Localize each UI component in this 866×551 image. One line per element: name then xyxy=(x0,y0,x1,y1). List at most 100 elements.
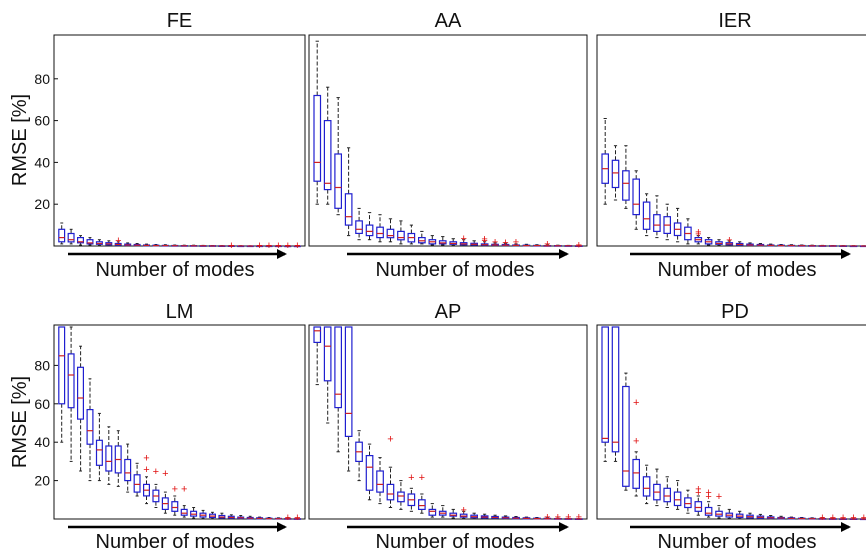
panel-ap: AP + + + + + + + + Number of modes xyxy=(308,301,588,551)
box: + xyxy=(171,483,179,516)
box: + xyxy=(293,240,301,252)
box xyxy=(438,505,447,518)
box xyxy=(407,224,416,245)
box xyxy=(818,244,827,247)
box xyxy=(180,244,188,247)
y-tick-label: 80 xyxy=(34,71,50,87)
box: + xyxy=(725,234,734,246)
box xyxy=(143,243,151,247)
box xyxy=(218,245,226,248)
outlier-marker: + xyxy=(294,240,300,252)
box xyxy=(704,237,713,246)
box: + xyxy=(386,433,395,508)
box xyxy=(684,489,692,514)
box xyxy=(501,515,510,520)
box: + xyxy=(543,512,552,524)
plot-frame xyxy=(596,324,866,520)
box-iqr xyxy=(632,178,641,216)
box xyxy=(808,244,816,247)
outlier-marker: + xyxy=(256,240,262,252)
box xyxy=(828,245,837,247)
box: + xyxy=(459,233,468,247)
box xyxy=(76,235,84,246)
box-iqr xyxy=(386,228,395,239)
box-iqr xyxy=(632,458,641,489)
box xyxy=(653,195,661,239)
box xyxy=(512,516,520,520)
box xyxy=(237,515,245,520)
box xyxy=(839,245,847,248)
box xyxy=(133,462,141,497)
box xyxy=(199,244,207,247)
box xyxy=(256,516,264,520)
box: + xyxy=(459,504,468,519)
outlier-marker: + xyxy=(633,435,639,447)
box: + xyxy=(284,512,292,524)
box: + xyxy=(818,512,827,524)
box xyxy=(313,326,322,386)
box-iqr xyxy=(334,153,342,209)
box-iqr xyxy=(684,497,692,509)
box-series: ++++++++ xyxy=(313,40,583,251)
panel-pd: PD ++++++ ++ + + + + Number of modes xyxy=(596,301,866,551)
x-axis-label: Number of modes xyxy=(96,259,255,281)
box xyxy=(849,245,858,248)
outlier-marker: + xyxy=(716,491,722,503)
box: ++ xyxy=(694,226,703,245)
box xyxy=(808,517,816,520)
box-iqr xyxy=(704,506,713,516)
box-iqr xyxy=(133,474,141,493)
box xyxy=(209,511,217,520)
box xyxy=(355,430,363,482)
box-series: +++ xyxy=(601,118,866,248)
box xyxy=(663,203,672,241)
box xyxy=(95,239,103,246)
outlier-marker: + xyxy=(228,240,234,252)
outlier-marker: + xyxy=(266,240,272,252)
outlier-marker: + xyxy=(408,472,414,484)
outlier-marker: + xyxy=(850,512,856,524)
box xyxy=(237,245,245,248)
box: + xyxy=(828,512,837,524)
box: ++ xyxy=(632,397,641,497)
box-iqr xyxy=(105,445,113,472)
box: ++ xyxy=(143,453,151,505)
box xyxy=(735,510,744,520)
box xyxy=(601,118,610,205)
outlier-marker: + xyxy=(143,464,149,476)
box xyxy=(190,507,198,519)
box xyxy=(449,238,458,246)
box-iqr xyxy=(86,409,94,445)
box-iqr xyxy=(180,508,188,516)
outlier-marker: + xyxy=(695,483,701,495)
y-tick-label: 80 xyxy=(34,357,50,373)
box xyxy=(76,345,84,472)
box: + xyxy=(859,512,866,524)
box xyxy=(653,468,661,507)
box-iqr xyxy=(397,491,405,503)
box: + xyxy=(180,483,188,518)
box-iqr xyxy=(653,214,661,232)
box-series: ++++++++ xyxy=(313,326,583,524)
box xyxy=(642,193,651,237)
box xyxy=(365,212,374,241)
outlier-marker: + xyxy=(387,433,393,445)
box xyxy=(601,326,610,462)
outlier-marker: + xyxy=(544,512,550,524)
outlier-marker: + xyxy=(502,237,508,249)
box-iqr xyxy=(76,237,84,244)
box-iqr xyxy=(673,491,682,507)
box xyxy=(797,517,806,520)
panel-title: AA xyxy=(435,10,462,32)
outlier-marker: + xyxy=(275,240,281,252)
outlier-marker: + xyxy=(513,236,519,248)
box: ++ xyxy=(704,487,713,518)
box: + xyxy=(849,512,858,524)
plot-frame xyxy=(596,34,866,247)
box xyxy=(133,243,141,247)
box-iqr xyxy=(355,220,363,234)
outlier-marker: + xyxy=(565,512,571,524)
box xyxy=(323,86,332,205)
box-iqr xyxy=(313,326,322,343)
outlier-marker: + xyxy=(830,512,836,524)
